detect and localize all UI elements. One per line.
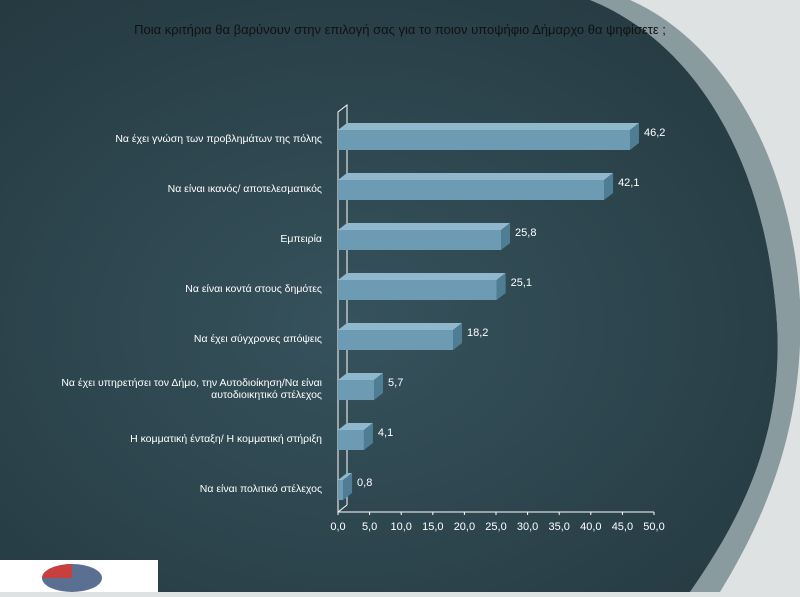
data-label: 42,1 bbox=[618, 177, 639, 189]
category-label: Να είναι ικανός/ αποτελεσματικός bbox=[168, 183, 322, 195]
bar-side-face bbox=[453, 323, 463, 350]
bar-top-face bbox=[338, 373, 384, 380]
category-label: Να έχει υπηρετήσει τον Δήμο, την Αυτοδιο… bbox=[61, 377, 322, 389]
y-axis-line bbox=[337, 103, 348, 512]
category-label: Η κομματική ένταξη/ Η κομματική στήριξη bbox=[130, 433, 322, 445]
x-tick-label: 30,0 bbox=[517, 521, 538, 533]
bar bbox=[338, 430, 364, 450]
bar bbox=[338, 480, 344, 500]
bar-top-face bbox=[338, 273, 506, 280]
bar-side-face bbox=[629, 123, 639, 150]
category-label: Να είναι πολιτικό στέλεχος bbox=[200, 483, 322, 495]
category-label: αυτοδιοικητικό στέλεχος bbox=[211, 389, 322, 401]
x-tick-label: 25,0 bbox=[485, 521, 506, 533]
x-tick-label: 5,0 bbox=[362, 521, 377, 533]
x-tick-label: 40,0 bbox=[580, 521, 601, 533]
bar-top-face bbox=[338, 173, 614, 180]
x-tick-label: 0,0 bbox=[330, 521, 345, 533]
data-label: 25,8 bbox=[515, 227, 536, 239]
bar-side-face bbox=[363, 423, 373, 450]
bar-top-face bbox=[338, 423, 373, 430]
bar bbox=[338, 280, 497, 300]
bar bbox=[338, 130, 630, 150]
bar bbox=[338, 180, 605, 200]
data-label: 25,1 bbox=[511, 277, 532, 289]
bar-side-face bbox=[343, 473, 353, 500]
data-label: 5,7 bbox=[388, 377, 403, 389]
outer-arc-band bbox=[590, 0, 800, 592]
axis-corner-line bbox=[337, 504, 348, 513]
category-label: Να είναι κοντά στους δημότες bbox=[185, 283, 322, 295]
bar-top-face bbox=[338, 123, 639, 130]
bar-top-face bbox=[338, 473, 353, 480]
x-tick-label: 15,0 bbox=[422, 521, 443, 533]
bar-side-face bbox=[374, 373, 384, 400]
category-label: Να έχει σύγχρονες απόψεις bbox=[194, 333, 322, 345]
bar-chart: 46,2 Να έχει γνώση των προβλημάτων της πό… bbox=[61, 103, 665, 533]
x-tick-label: 10,0 bbox=[390, 521, 411, 533]
data-label: 4,1 bbox=[378, 427, 393, 439]
bar bbox=[338, 380, 375, 400]
logo-icon bbox=[42, 564, 102, 592]
bar bbox=[338, 330, 454, 350]
category-label: Να έχει γνώση των προβλημάτων της πόλης bbox=[115, 133, 322, 145]
bar-side-face bbox=[604, 173, 614, 200]
x-tick-label: 50,0 bbox=[643, 521, 664, 533]
x-tick-label: 20,0 bbox=[454, 521, 475, 533]
data-label: 0,8 bbox=[357, 477, 372, 489]
bar-side-face bbox=[501, 223, 511, 250]
category-label: Εμπειρία bbox=[280, 233, 322, 245]
x-tick-label: 45,0 bbox=[612, 521, 633, 533]
bar-top-face bbox=[338, 323, 463, 330]
data-label: 18,2 bbox=[467, 327, 488, 339]
x-tick-label: 35,0 bbox=[548, 521, 569, 533]
data-label: 46,2 bbox=[644, 127, 665, 139]
logo-area bbox=[0, 560, 158, 592]
page-title: Ποια κριτήρια θα βαρύνουν στην επιλογή σ… bbox=[134, 22, 666, 37]
bar-side-face bbox=[496, 273, 506, 300]
bar bbox=[338, 230, 502, 250]
bar-top-face bbox=[338, 223, 511, 230]
